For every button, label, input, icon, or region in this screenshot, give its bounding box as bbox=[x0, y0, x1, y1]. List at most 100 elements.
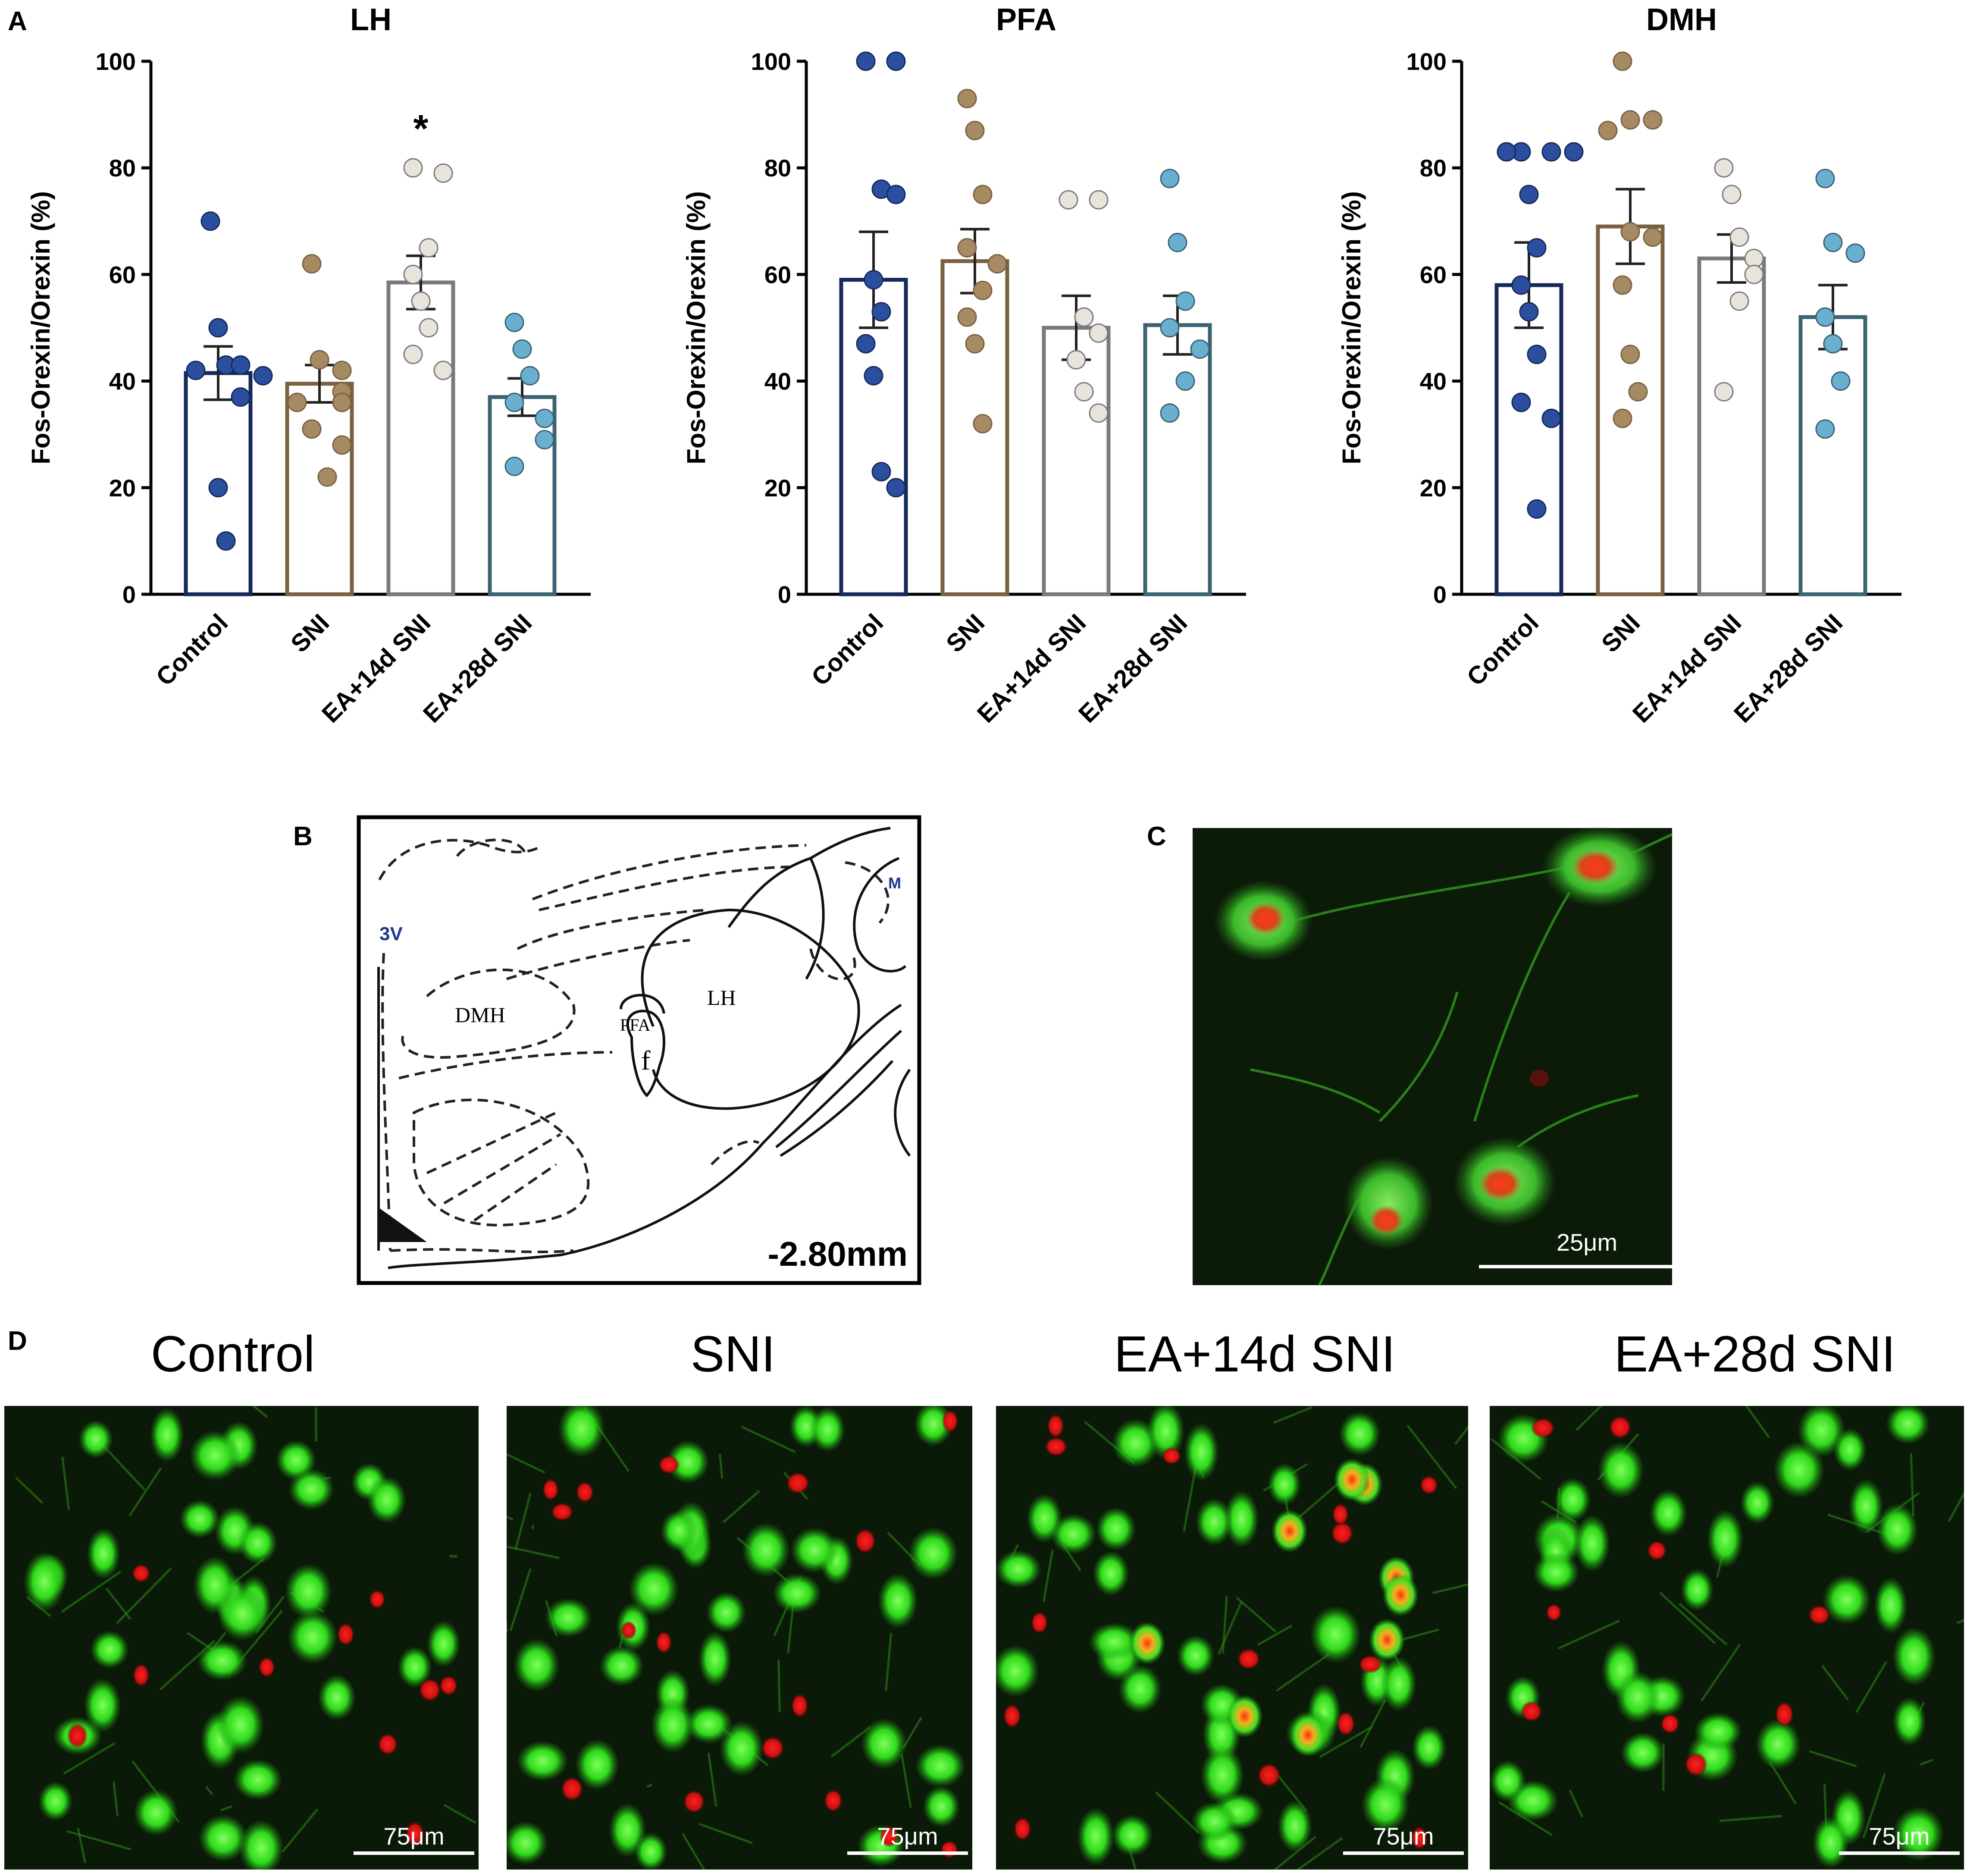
green-neuron bbox=[1650, 1490, 1687, 1537]
green-neuron bbox=[1740, 1481, 1774, 1524]
y-tick-label: 0 bbox=[778, 581, 791, 608]
red-nucleus bbox=[683, 1790, 705, 1813]
double-labelled-neuron bbox=[1227, 1694, 1263, 1738]
data-point-control bbox=[1565, 143, 1583, 161]
atlas-diagram: 3V M DMH PFA LH f -2.80mm bbox=[359, 817, 919, 1283]
data-point-sni bbox=[303, 420, 321, 438]
data-point-control bbox=[232, 388, 250, 406]
data-point-sni bbox=[1613, 52, 1632, 70]
data-point-ea28 bbox=[1161, 319, 1179, 337]
green-neuron bbox=[367, 1476, 406, 1524]
red-nucleus bbox=[658, 1456, 680, 1474]
y-tick-label: 20 bbox=[764, 474, 791, 502]
green-neuron bbox=[179, 1500, 219, 1538]
image-title-sni: SNI bbox=[691, 1326, 776, 1383]
red-nucleus bbox=[761, 1736, 784, 1760]
green-neuron bbox=[1310, 1606, 1361, 1663]
data-point-sni bbox=[966, 122, 984, 140]
green-neuron bbox=[90, 1630, 129, 1669]
green-neuron bbox=[558, 1400, 605, 1457]
green-neuron bbox=[318, 1675, 356, 1721]
green-neuron bbox=[1278, 1800, 1312, 1852]
micrograph-background bbox=[507, 1406, 972, 1870]
green-neuron bbox=[773, 1573, 821, 1613]
red-nucleus bbox=[1045, 1437, 1067, 1456]
double-labelled-neuron bbox=[1369, 1619, 1405, 1662]
green-neuron bbox=[1177, 1635, 1215, 1676]
x-tick-label-sni: SNI bbox=[1596, 609, 1645, 658]
data-point-ea14 bbox=[1075, 308, 1093, 326]
data-point-control bbox=[887, 52, 905, 70]
data-point-control bbox=[887, 479, 905, 497]
green-neuron bbox=[995, 1550, 1041, 1588]
green-neuron bbox=[861, 1718, 907, 1769]
data-point-ea28 bbox=[1176, 372, 1194, 390]
x-tick-label-control: Control bbox=[1461, 609, 1544, 691]
micrograph-c: 25μm bbox=[1193, 826, 1697, 1285]
red-nucleus bbox=[1337, 1711, 1355, 1736]
red-nucleus bbox=[369, 1590, 385, 1609]
red-nucleus bbox=[551, 1503, 573, 1521]
red-nucleus bbox=[576, 1481, 594, 1503]
green-neuron bbox=[288, 1468, 334, 1510]
green-neuron bbox=[1621, 1732, 1665, 1773]
y-tick-label: 80 bbox=[1420, 154, 1447, 182]
data-point-control bbox=[209, 479, 227, 497]
red-nucleus bbox=[824, 1789, 843, 1812]
green-neuron bbox=[720, 1721, 764, 1776]
atlas-label-pfa: PFA bbox=[620, 1015, 651, 1035]
x-tick-label-ea14: EA+14d SNI bbox=[972, 609, 1091, 728]
red-nucleus bbox=[1685, 1752, 1707, 1776]
data-point-sni bbox=[958, 239, 976, 257]
y-tick-label: 80 bbox=[764, 154, 791, 182]
red-nucleus bbox=[561, 1777, 583, 1801]
data-point-sni bbox=[310, 351, 329, 369]
data-point-sni bbox=[958, 90, 976, 108]
data-point-sni bbox=[1599, 122, 1617, 140]
bar-sni bbox=[287, 384, 352, 594]
red-nucleus bbox=[1660, 1713, 1679, 1734]
data-point-control bbox=[1528, 500, 1546, 518]
data-point-sni bbox=[974, 281, 992, 299]
double-labelled-neuron bbox=[1129, 1622, 1165, 1665]
data-point-control bbox=[864, 271, 883, 289]
data-point-ea28 bbox=[536, 409, 554, 427]
neuron-nucleus bbox=[1369, 1205, 1403, 1236]
chart-title: LH bbox=[350, 3, 392, 37]
green-neuron bbox=[1773, 1441, 1825, 1498]
data-point-sni bbox=[988, 255, 1006, 273]
data-point-control bbox=[1520, 303, 1538, 321]
green-neuron bbox=[38, 1782, 73, 1821]
green-neuron bbox=[1892, 1627, 1936, 1686]
y-tick-label: 60 bbox=[764, 261, 791, 288]
red-nucleus bbox=[337, 1623, 354, 1646]
data-point-ea14 bbox=[1730, 292, 1748, 310]
green-neuron bbox=[238, 1522, 277, 1565]
green-neuron bbox=[87, 1528, 120, 1579]
green-neuron bbox=[1707, 1509, 1743, 1569]
red-nucleus bbox=[1808, 1605, 1830, 1625]
green-neuron bbox=[427, 1621, 460, 1667]
data-point-control bbox=[1512, 393, 1530, 411]
green-neuron bbox=[1096, 1507, 1136, 1550]
data-point-sni bbox=[318, 468, 336, 486]
y-tick-label: 100 bbox=[96, 48, 136, 75]
green-neuron bbox=[1027, 1493, 1062, 1543]
green-neuron bbox=[634, 1832, 667, 1871]
scale-bar-label: 75μm bbox=[1373, 1823, 1434, 1850]
data-point-control bbox=[864, 367, 883, 385]
panel-label-b: B bbox=[293, 822, 313, 851]
green-neuron bbox=[1833, 1428, 1867, 1471]
data-point-control bbox=[201, 212, 219, 230]
red-nucleus bbox=[942, 1410, 958, 1433]
micrograph-sni: 75μm bbox=[464, 1400, 972, 1874]
x-tick-label-control: Control bbox=[806, 609, 889, 691]
x-tick-label-sni: SNI bbox=[285, 609, 335, 658]
scale-bar-label: 75μm bbox=[383, 1823, 444, 1850]
data-point-control bbox=[872, 303, 890, 321]
red-nucleus bbox=[419, 1678, 441, 1701]
data-point-sni bbox=[303, 255, 321, 273]
green-neuron bbox=[706, 1592, 746, 1633]
y-tick-label: 40 bbox=[1420, 368, 1447, 395]
